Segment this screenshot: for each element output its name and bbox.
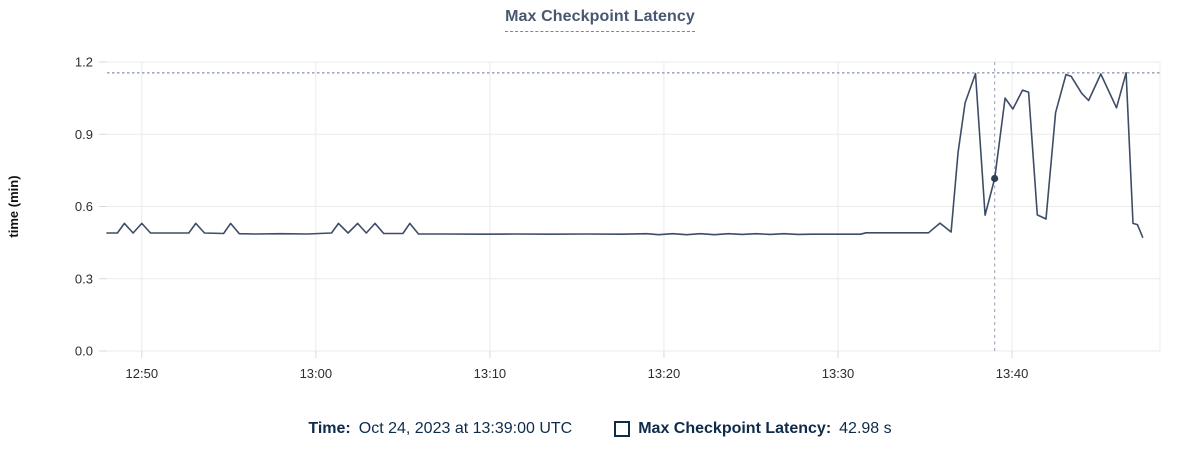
legend-series-value: 42.98 s (839, 420, 892, 437)
y-tick-label: 0.9 (75, 127, 93, 142)
x-tick-label: 13:40 (996, 366, 1029, 381)
y-axis-title: time (min) (6, 175, 21, 237)
series-line-max-checkpoint-latency (106, 72, 1144, 238)
legend-swatch-icon[interactable] (614, 421, 631, 437)
y-tick-label: 0.0 (75, 344, 93, 359)
chart-header: Max Checkpoint Latency (0, 8, 1200, 32)
legend-series-label: Max Checkpoint Latency: (638, 420, 832, 437)
legend-item-max-checkpoint-latency[interactable]: Max Checkpoint Latency: 42.98 s (614, 420, 892, 438)
y-tick-label: 0.6 (75, 199, 93, 214)
chart-canvas[interactable]: 0.0 0.3 0.6 0.9 1.2 12:50 13:00 13:10 13:20 13:30… (0, 0, 1200, 410)
x-tick-label: 13:10 (474, 366, 507, 381)
x-tick-label: 12:50 (126, 366, 159, 381)
tooltip-time-value: Oct 24, 2023 at 13:39:00 UTC (358, 420, 573, 437)
x-tick-label: 13:00 (300, 366, 333, 381)
tooltip-time-label: Time: (308, 420, 351, 437)
hovered-data-point-marker (991, 174, 999, 183)
y-tick-label: 1.2 (75, 55, 93, 70)
y-tick-label: 0.3 (75, 271, 93, 286)
x-tick-label: 13:30 (822, 366, 855, 381)
chart-title[interactable]: Max Checkpoint Latency (505, 8, 695, 32)
chart-tooltip: Time: Oct 24, 2023 at 13:39:00 UTC Max C… (0, 420, 1200, 438)
x-tick-label: 13:20 (648, 366, 681, 381)
